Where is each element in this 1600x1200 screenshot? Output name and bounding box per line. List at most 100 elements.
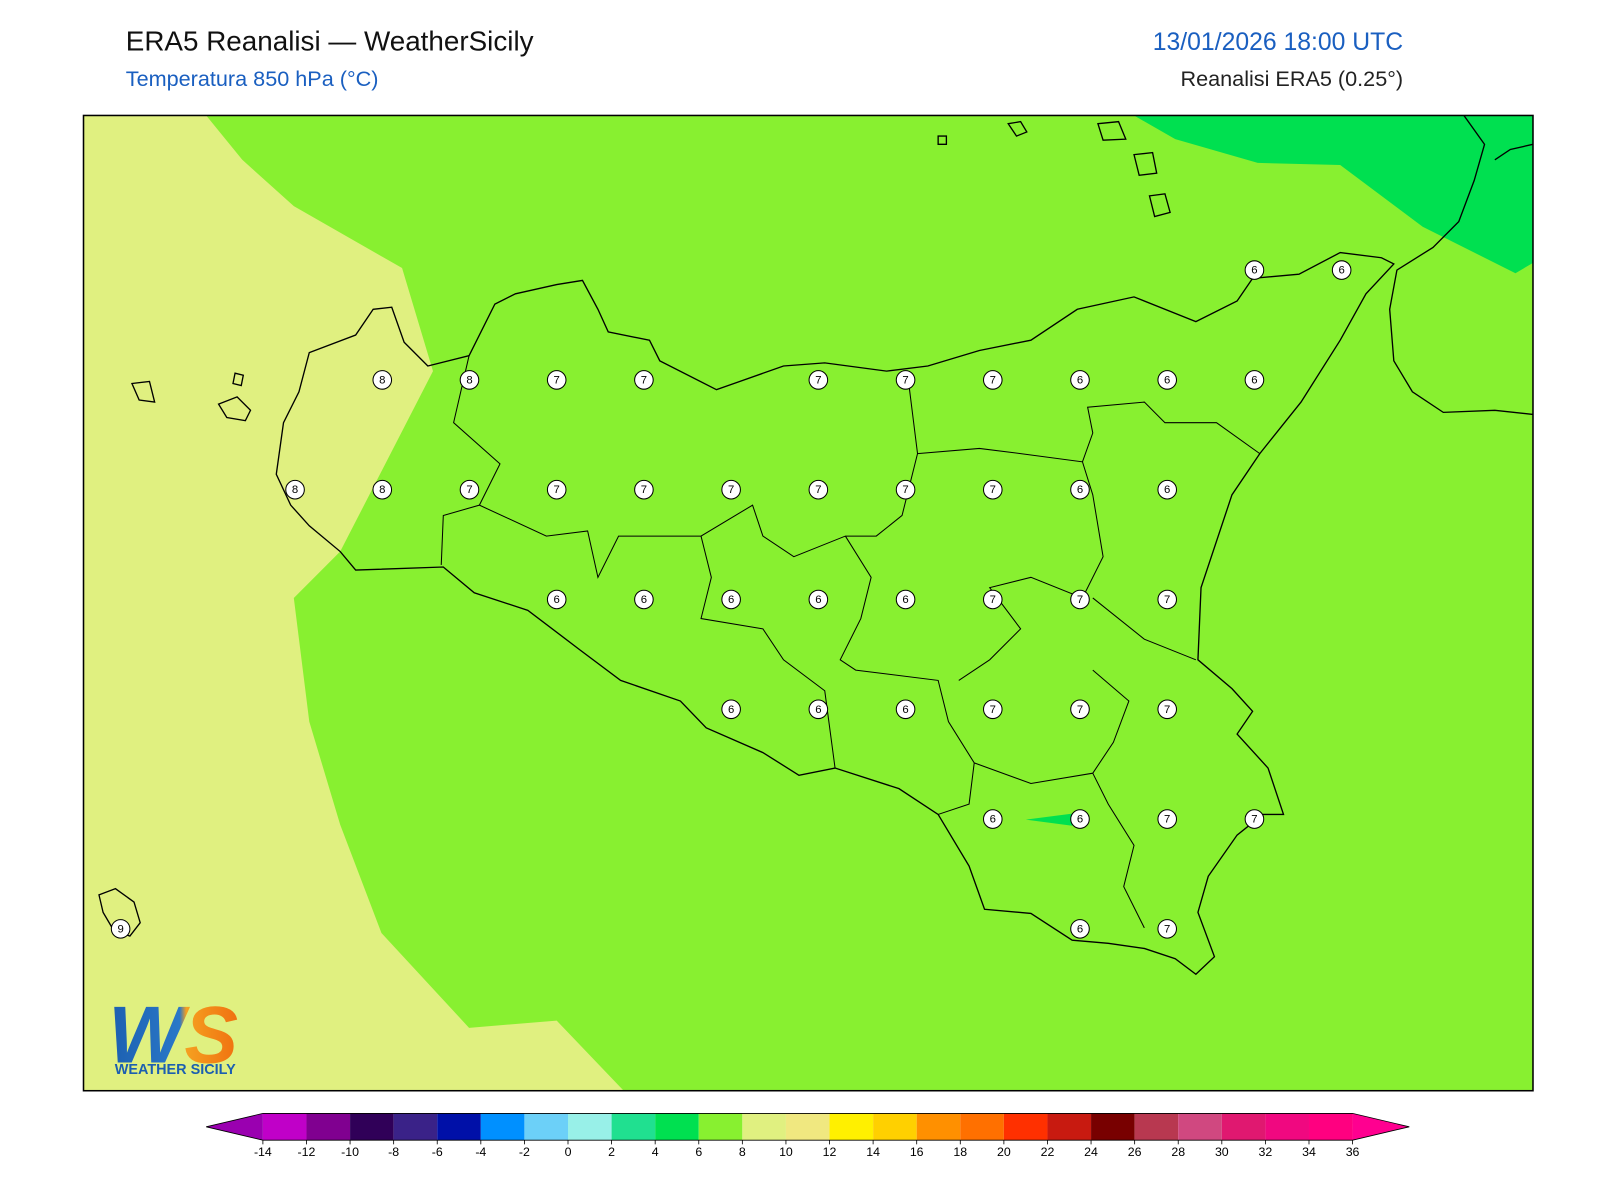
grid-value: 6 — [1077, 814, 1083, 826]
grid-value: 8 — [379, 374, 385, 386]
grid-value: 7 — [902, 484, 908, 496]
grid-marker — [1157, 370, 1178, 390]
colorbar-segment — [306, 1113, 351, 1141]
colorbar-segment — [1221, 1113, 1266, 1141]
grid-value: 7 — [990, 484, 996, 496]
colorbar-tick-label: 22 — [1041, 1145, 1055, 1159]
grid-value: 6 — [902, 704, 908, 716]
colorbar-segment — [568, 1113, 612, 1141]
grid-value: 7 — [1164, 814, 1170, 826]
grid-marker — [1070, 589, 1090, 610]
colorbar-tick-label: -14 — [254, 1145, 272, 1159]
grid-marker — [1070, 370, 1090, 390]
grid-marker — [1070, 699, 1090, 720]
grid-value: 7 — [902, 374, 908, 386]
grid-marker — [634, 370, 654, 390]
colorbar-segment — [1308, 1113, 1353, 1141]
colorbar-tick-label: -6 — [432, 1145, 443, 1159]
grid-marker — [372, 479, 393, 500]
colorbar-tick-label: 18 — [953, 1145, 967, 1159]
grid-marker — [1244, 809, 1265, 829]
grid-marker — [721, 699, 741, 720]
colorbar-segment — [437, 1113, 481, 1141]
colorbar-tick-label: 10 — [779, 1145, 793, 1159]
colorbar-segment — [480, 1113, 525, 1141]
colorbar-tick-label: 26 — [1128, 1145, 1142, 1159]
grid-value: 7 — [1164, 594, 1170, 606]
logo-name: WEATHER SICILY — [115, 1062, 236, 1078]
grid-marker — [982, 699, 1003, 720]
grid-value: 8 — [466, 374, 472, 386]
grid-value: 7 — [1164, 704, 1170, 716]
colorbar-segment — [524, 1113, 568, 1141]
grid-marker — [1070, 479, 1090, 500]
grid-marker — [895, 370, 916, 390]
grid-value: 7 — [990, 374, 996, 386]
grid-value: 6 — [1077, 484, 1083, 496]
grid-marker — [634, 589, 654, 610]
grid-marker — [982, 479, 1003, 500]
colorbar: -14 -12 -10 -8 -6 -4 -2 0 2 4 6 8 10 12 14 16 18 20 22 24 26… — [206, 1112, 1410, 1159]
colorbar-tick-label: 20 — [997, 1145, 1011, 1159]
grid-value: 6 — [990, 814, 996, 826]
colorbar-segment — [960, 1113, 1004, 1141]
grid-marker — [808, 589, 829, 610]
colorbar-tick-label: 12 — [823, 1145, 837, 1159]
grid-value: 7 — [554, 484, 560, 496]
grid-marker — [634, 479, 654, 500]
colorbar-segment — [350, 1113, 394, 1141]
grid-value: 6 — [1164, 374, 1170, 386]
province-borders — [440, 355, 1261, 929]
grid-value: 7 — [728, 484, 734, 496]
colorbar-tick-label: 36 — [1346, 1145, 1360, 1159]
colorbar-segment — [785, 1113, 830, 1141]
grid-marker — [459, 370, 480, 390]
grid-value: 6 — [641, 594, 647, 606]
grid-marker — [982, 370, 1003, 390]
grid-marker — [1070, 919, 1090, 939]
colorbar-segment — [1134, 1113, 1179, 1141]
colorbar-tick-label: 8 — [739, 1145, 746, 1159]
grid-marker — [1331, 260, 1352, 280]
grid-value: 7 — [1077, 594, 1083, 606]
grid-marker — [285, 479, 305, 500]
grid-value: 7 — [815, 484, 821, 496]
grid-marker — [721, 479, 741, 500]
grid-marker — [546, 589, 567, 610]
grid-value: 6 — [728, 704, 734, 716]
grid-marker — [982, 589, 1003, 610]
colorbar-segment — [611, 1113, 656, 1141]
grid-marker — [1157, 479, 1178, 500]
colorbar-segment — [262, 1113, 307, 1141]
grid-value: 8 — [379, 484, 385, 496]
grid-value: 8 — [292, 484, 298, 496]
grid-marker — [982, 809, 1003, 829]
subtitle: Temperatura 850 hPa (°C) — [126, 66, 379, 91]
colorbar-over — [1352, 1113, 1410, 1141]
source: Reanalisi ERA5 (0.25°) — [1180, 66, 1403, 91]
grid-value: 7 — [641, 374, 647, 386]
colorbar-tick-label: 0 — [565, 1145, 572, 1159]
grid-value: 7 — [1077, 704, 1083, 716]
grid-marker — [1157, 809, 1178, 829]
colorbar-tick-label: 30 — [1215, 1145, 1229, 1159]
grid-value: 6 — [1251, 374, 1257, 386]
sicily-coastline — [275, 251, 1395, 976]
grid-marker — [546, 370, 567, 390]
grid-marker — [1244, 260, 1265, 280]
colorbar-tick-label: 28 — [1171, 1145, 1185, 1159]
colorbar-tick-label: 34 — [1302, 1145, 1316, 1159]
calabria-coastline — [1389, 115, 1533, 416]
grid-marker — [808, 370, 829, 390]
colorbar-tick-label: 2 — [608, 1145, 615, 1159]
colorbar-tick-label: 32 — [1259, 1145, 1273, 1159]
grid-value: 6 — [902, 594, 908, 606]
colorbar-tick-label: -10 — [341, 1145, 359, 1159]
colorbar-under — [206, 1113, 263, 1141]
grid-marker — [459, 479, 480, 500]
colorbar-segment — [829, 1113, 874, 1141]
colorbar-tick-label: -2 — [519, 1145, 530, 1159]
grid-value: 7 — [641, 484, 647, 496]
grid-value: 6 — [815, 704, 821, 716]
